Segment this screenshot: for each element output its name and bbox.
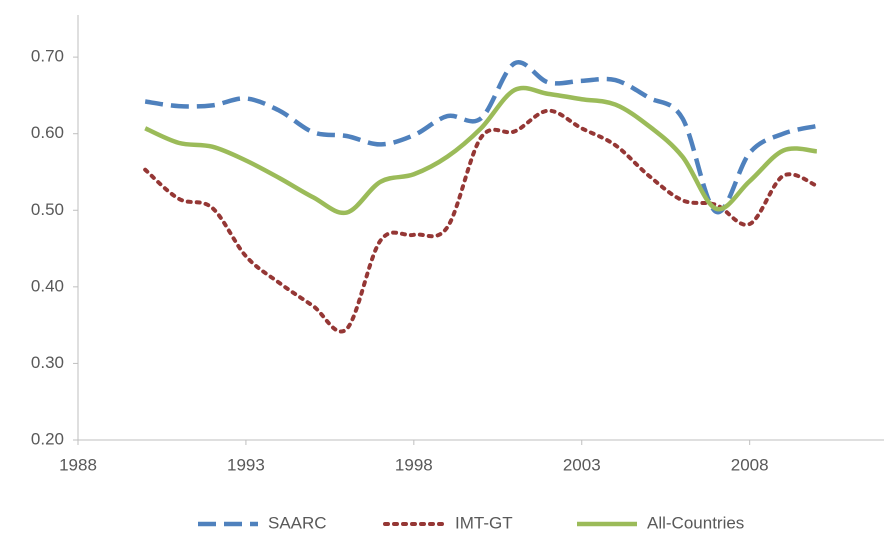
- y-tick-label: 0.60: [31, 123, 64, 142]
- y-tick-label: 0.50: [31, 200, 64, 219]
- x-tick-label: 1998: [395, 455, 433, 474]
- x-tick-label: 1993: [227, 455, 265, 474]
- series-line: [143, 108, 819, 334]
- x-tick-label: 2008: [731, 455, 769, 474]
- legend-label: IMT-GT: [455, 513, 513, 532]
- series-line: [144, 60, 818, 215]
- legend-label: SAARC: [268, 513, 327, 532]
- y-tick-label: 0.20: [31, 429, 64, 448]
- y-tick-label: 0.30: [31, 353, 64, 372]
- series-line: [144, 85, 818, 216]
- y-tick-label: 0.40: [31, 276, 64, 295]
- y-tick-label: 0.70: [31, 47, 64, 66]
- x-tick-label: 2003: [563, 455, 601, 474]
- x-tick-label: 1988: [59, 455, 97, 474]
- legend-label: All-Countries: [647, 513, 744, 532]
